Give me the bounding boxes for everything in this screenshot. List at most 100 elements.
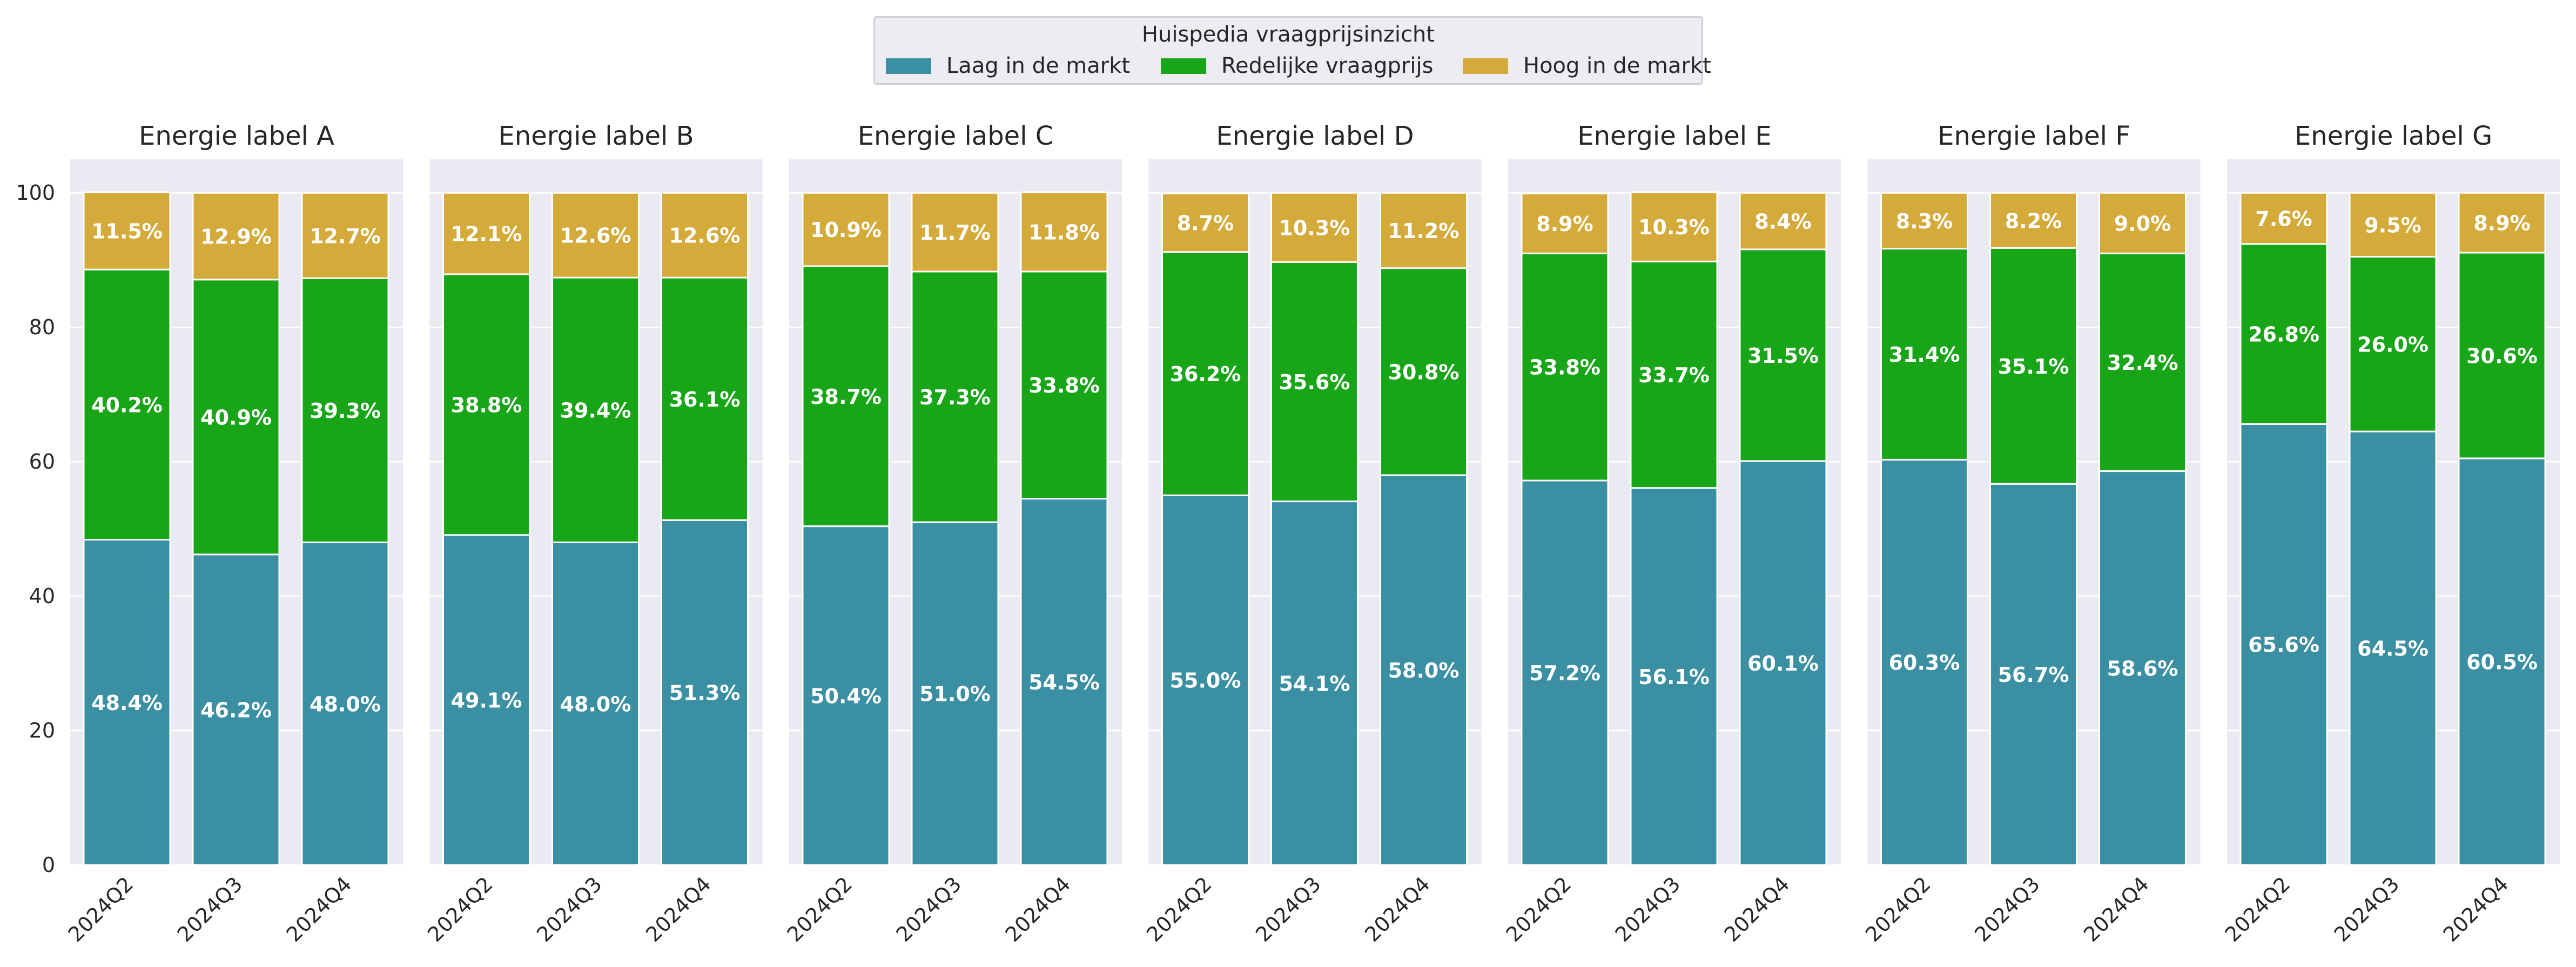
bar-e-2024Q3-s2: [1630, 191, 1718, 262]
data-label-f-2024Q4-s0: 58.6%: [2107, 657, 2178, 680]
data-label-c-2024Q2-s1: 38.7%: [810, 385, 882, 409]
data-label-a-2024Q2-s2: 11.5%: [91, 220, 163, 244]
legend-swatch-redelijk: [1161, 58, 1206, 74]
x-tick-label-b-2024Q3: 2024Q3: [532, 872, 607, 946]
data-label-d-2024Q2-s1: 36.2%: [1170, 362, 1241, 386]
bar-c-2024Q4-s2: [1020, 191, 1108, 273]
data-label-f-2024Q2-s2: 8.3%: [1896, 209, 1953, 233]
bar-c-2024Q3-s2: [911, 192, 999, 273]
x-tick-label-b-2024Q2: 2024Q2: [423, 872, 497, 946]
x-tick-label-c-2024Q4: 2024Q4: [1001, 872, 1075, 946]
bar-e-2024Q2-s1: [1521, 252, 1609, 482]
bar-d-2024Q4-s2: [1380, 192, 1468, 269]
data-label-f-2024Q3-s0: 56.7%: [1998, 663, 2069, 687]
bar-b-2024Q3-s1: [551, 276, 640, 544]
x-tick-label-f-2024Q4: 2024Q4: [2079, 872, 2154, 946]
legend-label-redelijk: Redelijke vraagprijs: [1221, 53, 1434, 78]
bar-e-2024Q3-s1: [1630, 260, 1718, 489]
x-tick-label-c-2024Q2: 2024Q2: [783, 872, 857, 946]
x-tick-label-d-2024Q3: 2024Q3: [1251, 872, 1326, 946]
bar-g-2024Q3-s2: [2349, 192, 2437, 258]
bar-d-2024Q2-s0: [1161, 494, 1249, 866]
panel-title-d: Energie label D: [1216, 121, 1414, 151]
x-tick-label-a-2024Q3: 2024Q3: [173, 872, 247, 946]
x-tick-label-d-2024Q2: 2024Q2: [1142, 872, 1216, 946]
data-label-f-2024Q3-s2: 8.2%: [2005, 209, 2062, 233]
bar-g-2024Q3-s0: [2349, 430, 2437, 866]
data-label-f-2024Q4-s1: 32.4%: [2107, 351, 2178, 375]
bar-d-2024Q3-s2: [1270, 192, 1358, 263]
data-label-b-2024Q4-s0: 51.3%: [669, 681, 741, 705]
panel-title-c: Energie label C: [858, 121, 1054, 151]
bar-e-2024Q4-s0: [1739, 460, 1827, 866]
bar-f-2024Q3-s0: [1989, 483, 2077, 866]
data-label-e-2024Q4-s0: 60.1%: [1747, 652, 1819, 675]
data-label-e-2024Q3-s2: 10.3%: [1638, 215, 1710, 239]
panel-title-f: Energie label F: [1938, 121, 2130, 151]
bar-f-2024Q2-s2: [1880, 192, 1968, 250]
x-tick-label-g-2024Q3: 2024Q3: [2330, 872, 2404, 946]
data-label-c-2024Q4-s0: 54.5%: [1028, 671, 1100, 694]
bar-g-2024Q4-s0: [2458, 457, 2546, 866]
bar-d-2024Q2-s1: [1161, 251, 1249, 496]
bar-b-2024Q4-s2: [661, 192, 749, 279]
data-label-e-2024Q4-s2: 8.4%: [1754, 210, 1811, 234]
legend-title: Huispedia vraagprijsinzicht: [1141, 22, 1435, 47]
bar-f-2024Q4-s1: [2099, 252, 2187, 472]
data-label-a-2024Q4-s2: 12.7%: [310, 224, 381, 248]
legend-swatch-hoog: [1463, 58, 1508, 74]
bar-e-2024Q4-s1: [1739, 248, 1827, 462]
data-label-d-2024Q2-s0: 55.0%: [1170, 669, 1241, 693]
bar-a-2024Q3-s0: [192, 553, 280, 866]
panel-title-e: Energie label E: [1577, 121, 1771, 151]
x-tick-label-e-2024Q3: 2024Q3: [1611, 872, 1685, 946]
legend-item-redelijk: Redelijke vraagprijs: [1161, 53, 1433, 78]
data-label-a-2024Q4-s0: 48.0%: [310, 692, 381, 716]
bar-b-2024Q3-s0: [551, 542, 640, 866]
data-label-d-2024Q3-s2: 10.3%: [1279, 216, 1350, 240]
x-tick-label-e-2024Q4: 2024Q4: [1720, 872, 1794, 946]
data-label-d-2024Q3-s0: 54.1%: [1279, 672, 1350, 695]
data-label-g-2024Q4-s0: 60.5%: [2466, 650, 2538, 674]
data-label-f-2024Q3-s1: 35.1%: [1998, 355, 2069, 378]
bar-f-2024Q3-s2: [1989, 192, 2077, 249]
bar-a-2024Q4-s2: [301, 192, 389, 279]
data-label-g-2024Q3-s0: 64.5%: [2357, 637, 2429, 661]
bar-f-2024Q4-s0: [2099, 470, 2187, 866]
data-label-e-2024Q3-s1: 33.7%: [1638, 363, 1710, 387]
data-label-d-2024Q4-s2: 11.2%: [1388, 219, 1459, 243]
bar-c-2024Q2-s2: [802, 192, 890, 267]
panel-title-g: Energie label G: [2295, 121, 2492, 151]
data-label-g-2024Q2-s1: 26.8%: [2248, 323, 2319, 347]
data-label-e-2024Q4-s1: 31.5%: [1747, 344, 1819, 368]
bar-g-2024Q2-s2: [2239, 192, 2328, 245]
data-label-g-2024Q3-s1: 26.0%: [2357, 333, 2429, 356]
data-label-f-2024Q4-s2: 9.0%: [2114, 212, 2171, 235]
data-label-c-2024Q4-s2: 11.8%: [1028, 220, 1100, 244]
y-tick-label-100: 100: [16, 181, 55, 205]
panel-title-a: Energie label A: [139, 121, 334, 151]
bar-g-2024Q2-s1: [2239, 243, 2328, 425]
y-tick-label-0: 0: [42, 853, 55, 877]
bar-b-2024Q4-s1: [661, 276, 749, 521]
data-label-b-2024Q2-s2: 12.1%: [451, 222, 522, 246]
bar-b-2024Q3-s2: [551, 192, 640, 279]
bar-a-2024Q3-s1: [192, 279, 280, 556]
data-label-f-2024Q2-s0: 60.3%: [1889, 651, 1960, 675]
x-tick-label-a-2024Q4: 2024Q4: [282, 872, 357, 946]
data-label-b-2024Q3-s1: 39.4%: [560, 398, 631, 422]
bar-c-2024Q2-s0: [802, 525, 890, 866]
bar-a-2024Q2-s2: [83, 191, 171, 271]
data-label-c-2024Q2-s0: 50.4%: [810, 684, 882, 708]
bar-c-2024Q4-s1: [1020, 271, 1108, 500]
bar-f-2024Q4-s2: [2099, 192, 2187, 254]
bar-b-2024Q2-s0: [442, 534, 530, 866]
panel-title-b: Energie label B: [498, 121, 694, 151]
x-tick-label-c-2024Q3: 2024Q3: [892, 872, 966, 946]
data-label-e-2024Q2-s2: 8.9%: [1536, 212, 1593, 236]
data-label-e-2024Q2-s0: 57.2%: [1529, 661, 1600, 685]
y-tick-label-80: 80: [29, 315, 55, 339]
data-label-a-2024Q4-s1: 39.3%: [310, 399, 381, 423]
bar-e-2024Q2-s2: [1521, 192, 1609, 254]
